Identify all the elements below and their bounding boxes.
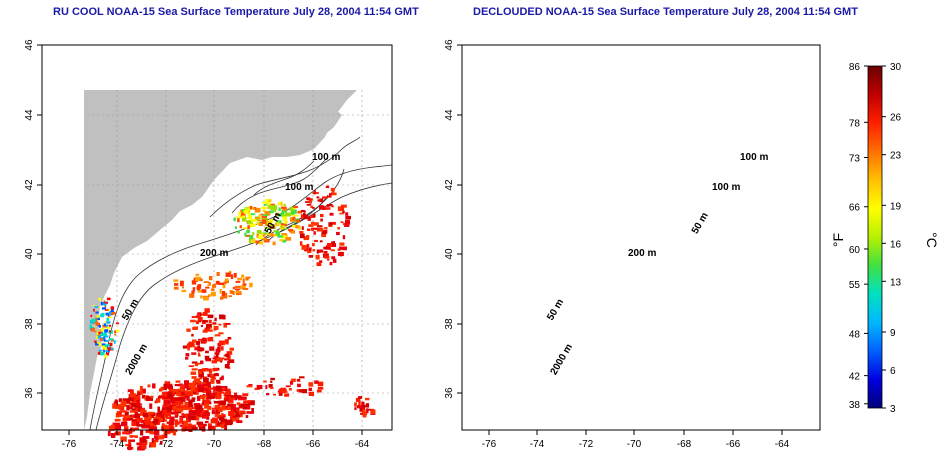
left-axis-ticks: -76 -74 -72 -70 -68 -66 -64 46 44 42 40 38 36 <box>24 39 370 450</box>
celsius-tick-label: 6 <box>890 366 896 377</box>
x-tick-label: -68 <box>677 439 692 450</box>
x-tick-label: -76 <box>482 439 497 450</box>
left-map: 100 m 100 m 50 m 200 m 50 m 2000 m -76 -7… <box>24 39 393 451</box>
y-tick-label: 42 <box>24 179 35 191</box>
x-tick-label: -72 <box>159 439 174 450</box>
y-tick-label: 44 <box>24 109 35 121</box>
colorbar-gradient <box>867 65 883 409</box>
x-tick-label: -76 <box>62 439 77 450</box>
fahrenheit-tick-label: 78 <box>849 118 861 129</box>
contour-label: 200 m <box>200 248 228 259</box>
y-tick-label: 44 <box>444 109 455 121</box>
x-tick-label: -74 <box>530 439 545 450</box>
contour-label: 100 m <box>312 152 340 163</box>
fahrenheit-tick-label: 48 <box>849 329 861 340</box>
fahrenheit-unit-label: °F <box>830 233 846 247</box>
fahrenheit-tick-label: 55 <box>849 280 861 291</box>
left-map-title: RU COOL NOAA-15 Sea Surface Temperature … <box>53 6 419 18</box>
right-axis-ticks: -76 -74 -72 -70 -68 -66 -64 46 44 42 40 38 36 <box>444 39 790 450</box>
y-tick-label: 38 <box>24 318 35 330</box>
contour-label: 200 m <box>628 248 656 259</box>
y-tick-label: 40 <box>24 248 35 260</box>
x-tick-label: -70 <box>627 439 642 450</box>
fahrenheit-tick-label: 86 <box>849 62 861 73</box>
x-tick-label: -64 <box>775 439 790 450</box>
celsius-tick-label: 30 <box>890 62 902 73</box>
fahrenheit-tick-label: 66 <box>849 203 861 214</box>
x-tick-label: -64 <box>355 439 370 450</box>
celsius-tick-label: 3 <box>890 404 896 415</box>
contour-label: 100 m <box>712 182 740 193</box>
x-tick-label: -66 <box>306 439 321 450</box>
y-tick-label: 42 <box>444 179 455 191</box>
y-tick-label: 38 <box>444 318 455 330</box>
y-tick-label: 40 <box>444 248 455 260</box>
celsius-tick-label: 16 <box>890 239 902 250</box>
celsius-tick-label: 26 <box>890 113 902 124</box>
x-tick-label: -74 <box>110 439 125 450</box>
celsius-tick-label: 13 <box>890 277 902 288</box>
y-tick-label: 36 <box>24 387 35 399</box>
fahrenheit-tick-label: 60 <box>849 245 861 256</box>
x-tick-label: -70 <box>207 439 222 450</box>
x-tick-label: -72 <box>579 439 594 450</box>
celsius-tick-label: 23 <box>890 151 902 162</box>
right-map: 100 m 100 m 50 m 200 m 50 m 2000 m -76 -7… <box>444 39 821 450</box>
x-tick-label: -66 <box>726 439 741 450</box>
y-tick-label: 36 <box>444 387 455 399</box>
y-tick-label: 46 <box>444 39 455 51</box>
fahrenheit-tick-label: 42 <box>849 372 861 383</box>
contour-label: 100 m <box>285 182 313 193</box>
x-tick-label: -68 <box>257 439 272 450</box>
contour-label: 100 m <box>740 152 768 163</box>
y-tick-label: 46 <box>24 39 35 51</box>
celsius-tick-label: 9 <box>890 328 896 339</box>
fahrenheit-tick-label: 73 <box>849 153 861 164</box>
colorbar: 30 86 26 78 23 73 19 66 16 60 13 55 9 48 6 42 3 38 °F °C <box>830 62 940 415</box>
celsius-unit-label: °C <box>924 232 940 248</box>
fahrenheit-tick-label: 38 <box>849 400 861 411</box>
right-map-title: DECLOUDED NOAA-15 Sea Surface Temperatur… <box>473 6 858 18</box>
celsius-tick-label: 19 <box>890 201 902 212</box>
